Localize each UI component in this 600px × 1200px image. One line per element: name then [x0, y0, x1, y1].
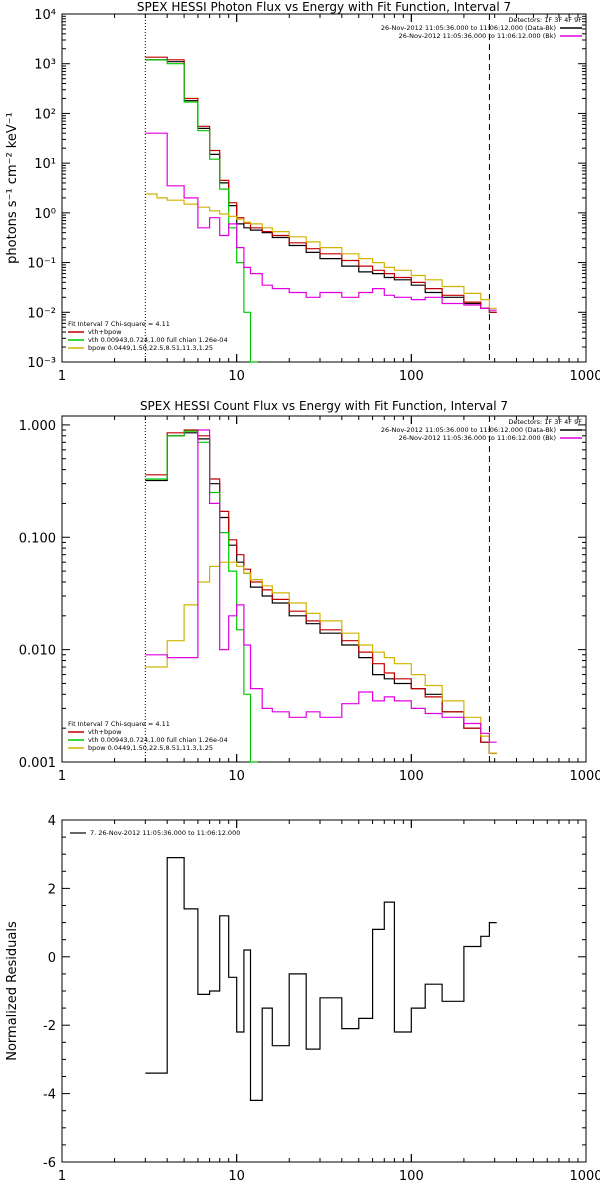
series-line-data-bk — [145, 59, 497, 313]
detector-legend-text: 26-Nov-2012 11:05:36.000 to 11:06:12.000… — [381, 24, 556, 32]
x-tick-label: 1 — [58, 769, 66, 784]
fit-legend-text: bpow 0.0449,1.50,22.5,8.51,11.3,1.25 — [88, 744, 213, 752]
y-axis-label: photons s⁻¹ cm⁻² keV⁻¹ — [5, 112, 20, 264]
x-tick-label: 10 — [228, 1169, 245, 1184]
series-line-bk — [145, 429, 497, 743]
x-tick-label: 1000 — [569, 369, 600, 384]
series-group — [145, 857, 497, 1101]
y-tick-label: 0.001 — [19, 756, 56, 771]
detector-legend-text: 26-Nov-2012 11:05:36.000 to 11:06:12.000… — [381, 426, 556, 434]
y-tick-label: 10¹ — [34, 157, 56, 172]
residual-legend-text: 7. 26-Nov-2012 11:05:36.000 to 11:06:12.… — [90, 829, 240, 837]
detectors-header: Detectors: 1F 3F 4F 9F — [508, 16, 582, 24]
y-tick-label: 10⁻¹ — [27, 257, 56, 272]
x-tick-label: 1000 — [569, 769, 600, 784]
series-line-7-26-nov-2012-11-05-36-000-to-11-06-12-000 — [145, 857, 497, 1101]
fit-legend-text: vth 0.00943,0.724,1.00 full chian 1.26e-… — [88, 336, 228, 344]
fit-legend-text: vth+bpow — [88, 328, 122, 336]
x-tick-label: 1 — [58, 369, 66, 384]
series-line-bpow — [145, 561, 497, 754]
fit-header: Fit Interval 7 Chi-square = 4.11 — [68, 320, 170, 328]
y-tick-label: 10² — [34, 107, 56, 122]
series-line-vth-bpow — [145, 56, 497, 313]
y-tick-label: 10⁴ — [34, 8, 56, 23]
y-tick-label: 0.010 — [19, 644, 56, 659]
chart-panel-3: 1 10 100 1000 4 2 0 -2 -4 -6 Normalized Residuals 7… — [5, 814, 600, 1184]
fit-legend-text: vth 0.00943,0.724,1.00 full chian 1.26e-… — [88, 736, 228, 744]
detector-legend-text: 26-Nov-2012 11:05:36.000 to 11:06:12.000… — [399, 32, 556, 40]
x-tick-label: 100 — [399, 769, 424, 784]
y-tick-label: 10⁰ — [34, 207, 56, 222]
y-tick-label: -6 — [43, 1156, 56, 1171]
x-tick-label: 100 — [399, 1169, 424, 1184]
series-line-vth — [145, 59, 258, 363]
series-group — [145, 429, 497, 763]
plot-frame — [61, 819, 587, 1163]
series-line-vth — [145, 430, 258, 763]
series-line-bpow — [145, 193, 497, 309]
chart-title: SPEX HESSI Count Flux vs Energy with Fit… — [140, 399, 508, 413]
fit-legend-text: bpow 0.0449,1.50,22.5,8.51,11.3,1.25 — [88, 344, 213, 352]
plot-frame — [61, 13, 587, 363]
plot-frame — [61, 415, 587, 763]
x-tick-label: 10 — [228, 369, 245, 384]
y-tick-label: 10⁻² — [27, 306, 56, 321]
fit-legend-text: vth+bpow — [88, 728, 122, 736]
y-tick-label: 0.100 — [19, 531, 56, 546]
series-line-bk — [145, 132, 497, 311]
x-tick-label: 1000 — [569, 1169, 600, 1184]
y-tick-label: -4 — [43, 1088, 56, 1103]
series-group — [145, 56, 497, 363]
fit-header: Fit Interval 7 Chi-square = 4.11 — [68, 720, 170, 728]
y-tick-label: 2 — [48, 882, 56, 897]
y-tick-label: 0 — [48, 951, 56, 966]
chart-panel-1: 1 10 100 1000 10⁻³ 10⁻² 10⁻¹ 10⁰ 10¹ 10² 10³ 10⁴ SPE… — [5, 0, 600, 384]
y-tick-label: 10³ — [34, 58, 56, 73]
x-tick-label: 1 — [58, 1169, 66, 1184]
x-tick-label: 10 — [228, 769, 245, 784]
chart-panel-2: 1 10 100 1000 0.001 0.010 0.100 1.000 SPEX HESSI… — [19, 399, 600, 784]
x-tick-label: 100 — [399, 369, 424, 384]
y-tick-label: -2 — [43, 1019, 56, 1034]
detectors-header: Detectors: 1F 3F 4F 9F — [508, 418, 582, 426]
y-tick-label: 10⁻³ — [27, 356, 56, 371]
y-tick-label: 4 — [48, 814, 56, 829]
chart-title: SPEX HESSI Photon Flux vs Energy with Fi… — [137, 0, 511, 14]
detector-legend-text: 26-Nov-2012 11:05:36.000 to 11:06:12.000… — [399, 434, 556, 442]
y-axis-label: Normalized Residuals — [5, 921, 20, 1061]
y-tick-label: 1.000 — [19, 419, 56, 434]
